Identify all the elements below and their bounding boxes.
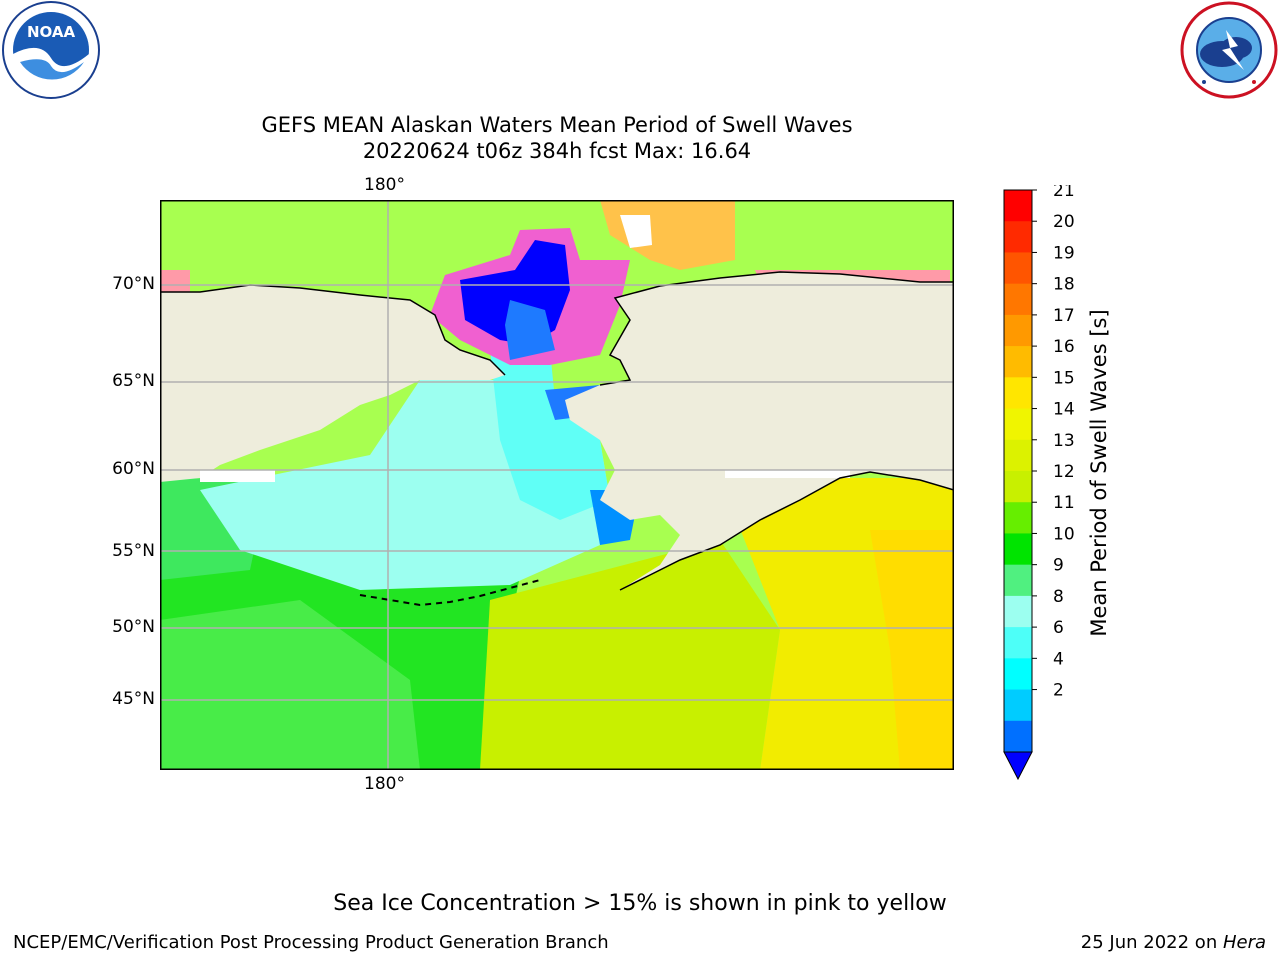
colorbar-tick-label: 15 <box>1053 368 1075 388</box>
colorbar-tick-label: 4 <box>1053 649 1064 669</box>
arctic-ice-pink-west <box>160 270 190 295</box>
colorbar-segment <box>1004 689 1032 722</box>
chukchi-blue-region <box>505 300 555 360</box>
colorbar-segment <box>1004 346 1032 378</box>
colorbar-segment <box>1004 471 1032 503</box>
colorbar-tick-label: 17 <box>1053 306 1075 326</box>
colorbar-tick-label: 20 <box>1053 212 1075 232</box>
colorbar-segment <box>1004 658 1032 691</box>
lat-label-65n: 65°N <box>112 371 155 391</box>
colorbar: 21 20 19 18 17 16 15 14 13 12 11 10 9 8 6 4 2 <box>1000 181 1080 785</box>
lat-label-70n: 70°N <box>112 274 155 294</box>
colorbar-tick-label: 6 <box>1053 618 1064 638</box>
colorbar-label: Mean Period of Swell Waves [s] <box>1087 308 1111 637</box>
colorbar-segment <box>1004 377 1032 410</box>
colorbar-extend-arrow <box>1003 751 1033 781</box>
lat-label-45n: 45°N <box>112 689 155 709</box>
colorbar-segment <box>1004 439 1032 472</box>
colorbar-tick-label: 16 <box>1053 337 1075 357</box>
lon-label-bottom: 180° <box>364 774 405 794</box>
land-siberia <box>160 285 505 482</box>
aleutian-islands <box>359 579 541 607</box>
colorbar-tick-label: 8 <box>1053 587 1064 607</box>
coastline-alaska <box>599 271 954 386</box>
lat-label-55n: 55°N <box>112 541 155 561</box>
map-panel <box>160 200 955 770</box>
lat-label-50n: 50°N <box>112 617 155 637</box>
colorbar-tick-label: 12 <box>1053 462 1075 482</box>
chart-title-line2: 20220624 t06z 384h fcst Max: 16.64 <box>362 139 752 163</box>
swell-6-8s-region <box>490 350 610 520</box>
colorbar-segment <box>1004 252 1032 285</box>
swell-15-16s-region <box>870 530 954 770</box>
coastline <box>160 284 506 376</box>
footer-date: 25 Jun 2022 on Hera <box>1081 932 1266 954</box>
nodata-patch-west <box>200 470 275 482</box>
colorbar-tick-label: 11 <box>1053 493 1075 513</box>
colorbar-label-wrap: Mean Period of Swell Waves [s] <box>1086 190 1112 755</box>
colorbar-segment <box>1004 627 1032 659</box>
colorbar-tick-label: 14 <box>1053 400 1075 420</box>
sea-ice-note: Sea Ice Concentration > 15% is shown in … <box>333 891 947 916</box>
colorbar-segment <box>1004 190 1032 222</box>
colorbar-segment <box>1004 564 1032 597</box>
colorbar-segment <box>1004 408 1032 441</box>
colorbar-tick-label: 9 <box>1053 556 1064 576</box>
arctic-ice-gap <box>620 215 652 248</box>
colorbar-segment <box>1004 502 1032 534</box>
swell-9-10s-region <box>160 600 420 770</box>
lat-label-60n: 60°N <box>112 459 155 479</box>
chart-title-line1: GEFS MEAN Alaskan Waters Mean Period of … <box>261 113 853 137</box>
noaa-logo-text: NOAA <box>27 23 76 41</box>
colorbar-tick-label: 2 <box>1053 681 1064 701</box>
colorbar-tick-label: 21 <box>1053 185 1075 201</box>
noaa-logo: NOAA <box>0 0 104 100</box>
swell-12-13s-region <box>480 540 780 770</box>
colorbar-segment <box>1004 283 1032 316</box>
colorbar-tick-label: 19 <box>1053 243 1075 263</box>
lon-label-top: 180° <box>364 175 405 195</box>
colorbar-tick-label: 13 <box>1053 431 1075 451</box>
map-frame <box>160 200 954 770</box>
nws-logo <box>1178 0 1280 100</box>
land-alaska <box>565 272 954 590</box>
footer-branch: NCEP/EMC/Verification Post Processing Pr… <box>13 932 609 953</box>
colorbar-segment <box>1004 533 1032 566</box>
colorbar-tick-label: 10 <box>1053 524 1075 544</box>
colorbar-segment <box>1004 595 1032 628</box>
footer-date-text: 25 Jun 2022 on <box>1080 932 1223 953</box>
colorbar-tick-label: 18 <box>1053 275 1075 295</box>
coastline-alaska-south <box>619 471 955 591</box>
colorbar-segment <box>1004 221 1032 253</box>
nodata-patch-east <box>725 470 850 478</box>
colorbar-segment <box>1004 314 1032 347</box>
colorbar-segment <box>1004 720 1032 753</box>
footer-host: Hera <box>1222 932 1266 953</box>
